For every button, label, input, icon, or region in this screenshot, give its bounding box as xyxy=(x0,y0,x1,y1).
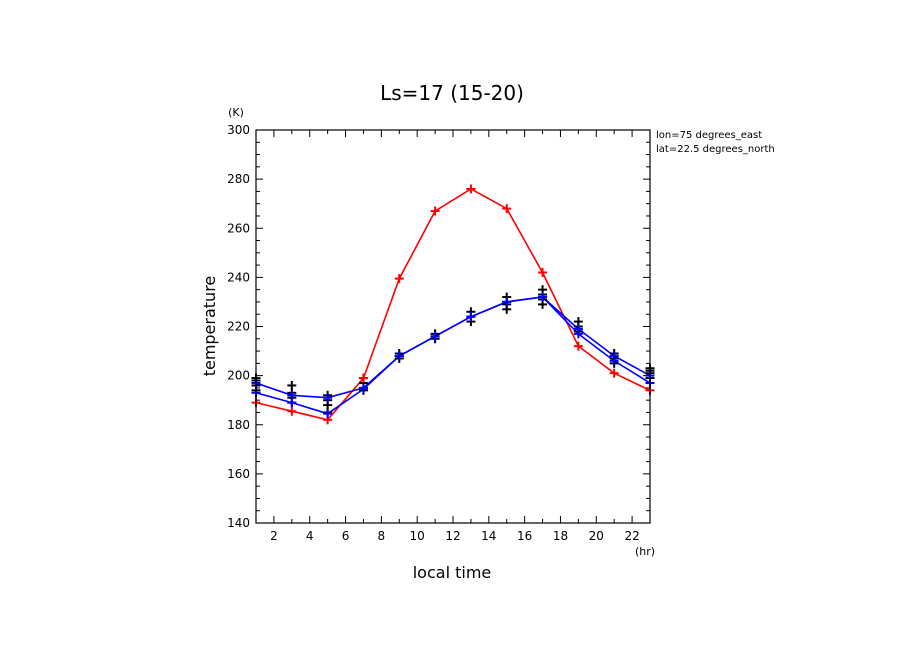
series-3-point xyxy=(287,398,297,408)
x-tick-label: 14 xyxy=(481,529,496,543)
x-tick-label: 6 xyxy=(342,529,350,543)
series-3-point xyxy=(573,329,583,339)
y-axis-label: temperature xyxy=(200,276,219,377)
x-axis-label: local time xyxy=(413,563,492,582)
y-tick-label: 180 xyxy=(227,418,250,432)
y-tick-label: 300 xyxy=(227,123,250,137)
series-1-point xyxy=(502,204,512,214)
series-3-point xyxy=(358,384,368,394)
plot-frame xyxy=(255,129,651,524)
series-1-point xyxy=(394,274,404,284)
y-tick-label: 240 xyxy=(227,270,250,284)
y-tick-label: 280 xyxy=(227,172,250,186)
series-3-point xyxy=(466,312,476,322)
series-1-point xyxy=(538,267,548,277)
y-tick-label: 260 xyxy=(227,221,250,235)
y-tick-label: 220 xyxy=(227,320,250,334)
series-3-point xyxy=(502,297,512,307)
x-tick-label: 4 xyxy=(306,529,314,543)
y-unit: (K) xyxy=(228,106,244,119)
series-1-point xyxy=(430,206,440,216)
series-line-2 xyxy=(256,296,650,399)
series-line-1 xyxy=(256,187,650,421)
x-unit: (hr) xyxy=(635,545,655,558)
series-layer xyxy=(256,187,650,421)
series-1-point xyxy=(287,406,297,416)
chart-title: Ls=17 (15-20) xyxy=(380,81,524,105)
series-1-point xyxy=(609,368,619,378)
series-1-point xyxy=(466,184,476,194)
x-tick-label: 2 xyxy=(270,529,278,543)
info-lat: lat=22.5 degrees_north xyxy=(656,144,775,155)
series-3-point xyxy=(430,331,440,341)
x-tick-label: 8 xyxy=(378,529,386,543)
x-tick-label: 22 xyxy=(624,529,639,543)
series-1-point xyxy=(573,341,583,351)
series-3-point xyxy=(609,356,619,366)
y-tick-label: 160 xyxy=(227,467,250,481)
x-tick-label: 18 xyxy=(553,529,568,543)
tick-layer: 2 4 6 8 10 12 14 16 18 20 22 140 160 180 200 220 240 260 2… xyxy=(227,123,651,543)
series-3-point xyxy=(394,351,404,361)
marker-layer xyxy=(251,184,655,425)
series-3-point xyxy=(323,409,333,419)
x-tick-label: 16 xyxy=(517,529,532,543)
series-3-point xyxy=(538,292,548,302)
y-tick-label: 200 xyxy=(227,369,250,383)
x-tick-label: 20 xyxy=(589,529,604,543)
series-2-point xyxy=(323,393,333,403)
info-lon: lon=75 degrees_east xyxy=(656,130,762,141)
series-line-3 xyxy=(256,296,650,415)
series-1-point xyxy=(358,373,368,383)
y-tick-label: 140 xyxy=(227,516,250,530)
x-tick-label: 12 xyxy=(445,529,460,543)
x-tick-label: 10 xyxy=(410,529,425,543)
